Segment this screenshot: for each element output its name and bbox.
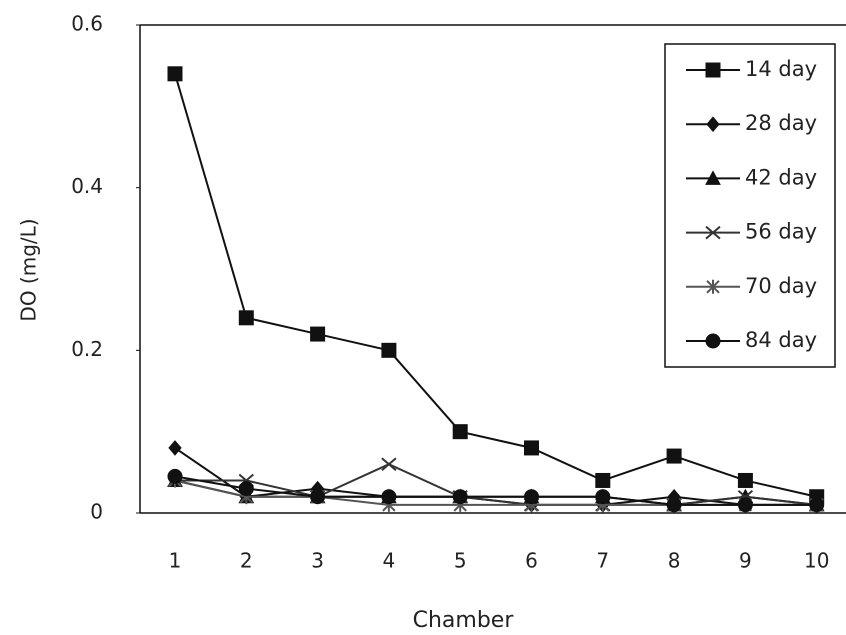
data-point	[667, 498, 681, 512]
chart: DO (mg/L) Chamber 0 0.2 0.4 0.6 1 2 3 4 5 6 7 8 9 10 1…	[0, 0, 846, 635]
data-point	[311, 327, 325, 341]
data-point	[239, 311, 253, 325]
data-point	[239, 482, 253, 496]
y-tick-label: 0.4	[71, 174, 103, 198]
legend-label: 42 day	[745, 165, 817, 189]
x-tick-label: 7	[596, 549, 609, 573]
x-tick-label: 5	[454, 549, 467, 573]
data-point	[525, 490, 539, 504]
x-tick-label: 2	[240, 549, 253, 573]
data-point	[525, 441, 539, 455]
data-point	[168, 469, 182, 483]
data-point	[382, 490, 396, 504]
y-tick-label: 0.2	[71, 337, 103, 361]
x-tick-label: 9	[739, 549, 752, 573]
legend-marker	[706, 334, 720, 348]
data-point	[168, 67, 182, 81]
data-point	[453, 425, 467, 439]
legend-label: 28 day	[745, 111, 817, 135]
data-point	[738, 498, 752, 512]
data-point	[738, 473, 752, 487]
data-point	[311, 490, 325, 504]
data-point	[596, 473, 610, 487]
x-tick-label: 3	[311, 549, 324, 573]
x-tick-label: 8	[668, 549, 681, 573]
page: {"chart_data": {"type": "line", "xlabel"…	[0, 0, 846, 635]
data-point	[382, 458, 396, 470]
x-tick-label: 1	[169, 549, 182, 573]
data-point	[596, 490, 610, 504]
data-point	[453, 490, 467, 504]
x-tick-label: 6	[525, 549, 538, 573]
x-tick-label: 10	[804, 549, 829, 573]
legend-label: 56 day	[745, 220, 817, 244]
y-tick-label: 0.6	[71, 12, 103, 36]
legend-label: 84 day	[745, 328, 817, 352]
data-point	[667, 449, 681, 463]
x-axis-label: Chamber	[413, 608, 515, 633]
legend-box	[665, 44, 835, 367]
data-point	[810, 498, 824, 512]
legend-label: 14 day	[745, 57, 817, 81]
x-tick-label: 4	[383, 549, 396, 573]
series-line	[175, 464, 817, 505]
data-point	[169, 441, 181, 455]
legend-marker	[706, 63, 720, 77]
y-axis-label: DO (mg/L)	[17, 218, 41, 321]
y-tick-label: 0	[90, 500, 103, 524]
data-point	[382, 343, 396, 357]
legend-label: 70 day	[745, 274, 817, 298]
